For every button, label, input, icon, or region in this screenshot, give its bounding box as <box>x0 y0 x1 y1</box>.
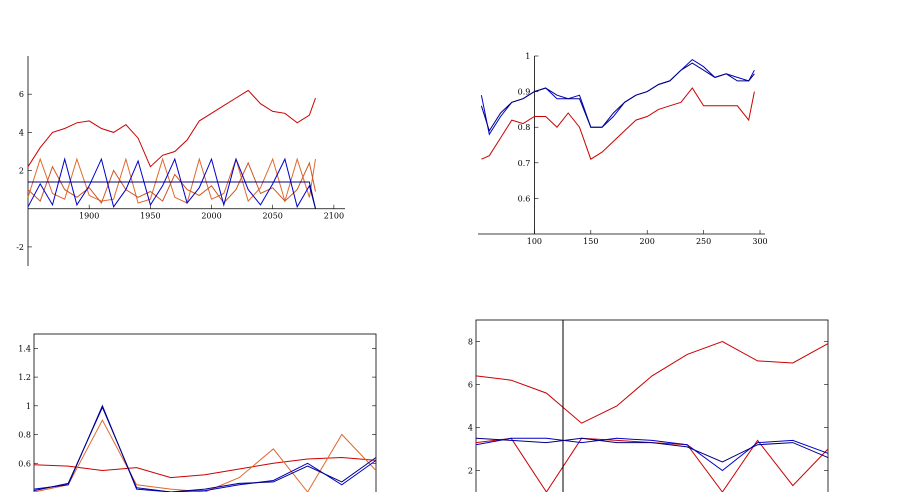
y-tick-label: 0.6 <box>518 194 531 203</box>
x-tick-label: 300 <box>752 237 767 246</box>
x-tick-label: 2100 <box>324 212 344 221</box>
series-line-0 <box>27 89 316 168</box>
series-line-0 <box>33 456 377 479</box>
y-tick-label: -2 <box>16 243 24 252</box>
series-line-4 <box>28 181 316 209</box>
y-tick-label: 8 <box>468 338 473 347</box>
y-tick-label: 0.8 <box>18 431 31 440</box>
x-tick-label: 2000 <box>201 212 221 221</box>
series-line-3 <box>27 157 316 209</box>
y-tick-label: 0.6 <box>18 459 31 468</box>
series-line-0 <box>475 340 829 424</box>
y-tick-label: 0.8 <box>518 123 531 132</box>
y-tick-label: 0.9 <box>518 88 531 97</box>
series-line-1 <box>480 62 755 132</box>
series-line-2 <box>27 161 316 205</box>
y-tick-label: 1.2 <box>18 373 31 382</box>
y-tick-label: 2 <box>468 467 473 476</box>
y-tick-label: 1 <box>26 402 31 411</box>
plot-frame <box>475 319 829 492</box>
chart-top-right: 100 150 200 250 300 0.6 0.7 0.8 0.9 1 <box>478 52 768 246</box>
series-line-1 <box>27 157 316 204</box>
x-tick-label: 2050 <box>263 212 283 221</box>
x-tick-label: 250 <box>696 237 711 246</box>
series-line-3 <box>33 406 377 492</box>
chart-bottom-right: 2 4 6 8 <box>468 319 829 492</box>
x-tick-label: 100 <box>527 237 542 246</box>
x-tick-label: 1900 <box>79 212 99 221</box>
series-line-1 <box>475 437 829 492</box>
y-tick-label: 0.7 <box>518 159 531 168</box>
chart-bottom-left: 0.6 0.8 1 1.2 1.4 <box>18 333 377 492</box>
series-line-2 <box>33 404 377 492</box>
y-tick-label: 1 <box>525 52 530 61</box>
series-line-2 <box>481 87 755 160</box>
y-tick-label: 2 <box>19 167 24 176</box>
x-tick-label: 150 <box>583 237 598 246</box>
y-tick-label: 4 <box>468 424 473 433</box>
series-line-1 <box>33 419 377 492</box>
x-tick-label: 1950 <box>140 212 160 221</box>
plot-frame <box>33 333 377 492</box>
x-tick-label: 200 <box>640 237 655 246</box>
y-tick-label: 6 <box>19 90 24 99</box>
series-line-3 <box>475 437 829 463</box>
y-tick-label: 1.4 <box>18 344 31 353</box>
series-line-2 <box>475 437 829 472</box>
y-tick-label: 6 <box>468 381 473 390</box>
y-tick-label: 4 <box>19 128 24 137</box>
chart-top-left: 1900 1950 2000 2050 2100 -2 2 4 6 <box>16 56 345 266</box>
